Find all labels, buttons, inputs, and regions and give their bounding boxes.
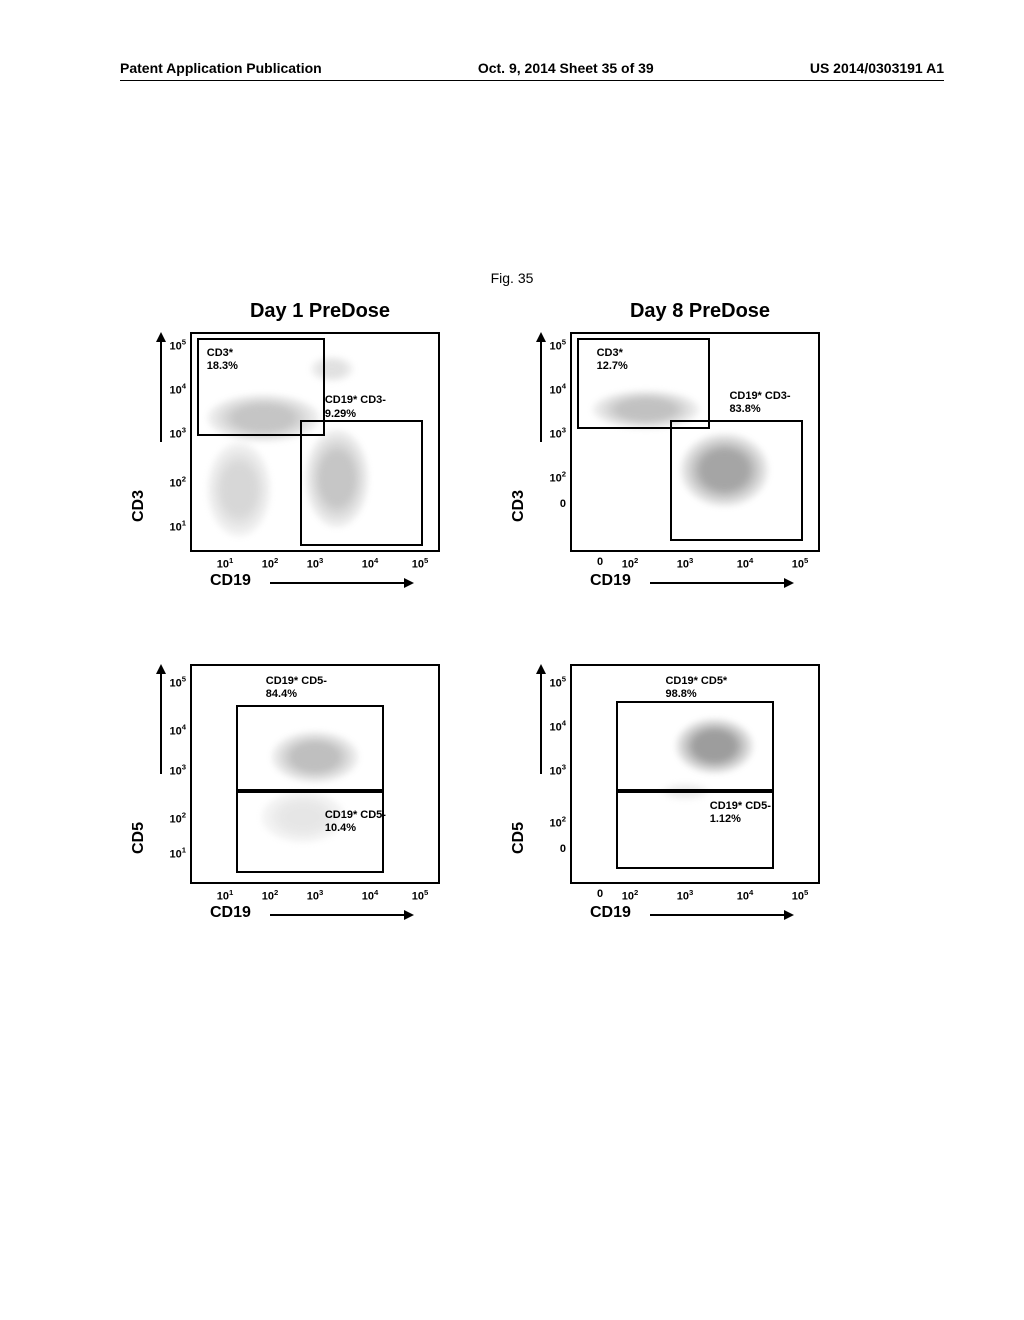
y-tick: 103 bbox=[169, 762, 186, 777]
gate-label: CD19* CD5-1.12% bbox=[710, 800, 771, 826]
header-right: US 2014/0303191 A1 bbox=[810, 60, 944, 76]
facs-plot: CD5105104103102101CD19* CD5-84.4%CD19* C… bbox=[150, 632, 490, 884]
y-tick: 105 bbox=[169, 674, 186, 689]
y-axis-label: CD5 bbox=[510, 822, 528, 854]
x-tick: 103 bbox=[307, 888, 324, 903]
header-center: Oct. 9, 2014 Sheet 35 of 39 bbox=[478, 60, 654, 76]
x-tick: 105 bbox=[792, 888, 809, 903]
y-tick: 101 bbox=[169, 518, 186, 533]
x-ticks: 0 102 103 104 105 bbox=[570, 556, 820, 570]
plot-area: CD3*12.7% CD19* CD3-83.8% bbox=[570, 332, 820, 552]
y-tick: 101 bbox=[169, 846, 186, 861]
plot-title: Day 1 PreDose bbox=[150, 300, 490, 326]
x-axis-arrow-icon bbox=[270, 582, 410, 584]
x-axis-arrow-icon bbox=[650, 582, 790, 584]
plot-title: Day 8 PreDose bbox=[530, 300, 870, 326]
y-tick: 104 bbox=[549, 382, 566, 397]
x-tick: 104 bbox=[362, 556, 379, 571]
gate-label: CD19* CD5-10.4% bbox=[325, 809, 386, 835]
y-tick: 104 bbox=[169, 382, 186, 397]
x-tick: 101 bbox=[217, 888, 234, 903]
x-tick: 103 bbox=[677, 556, 694, 571]
y-tick: 103 bbox=[549, 426, 566, 441]
x-axis-label: CD19 bbox=[210, 904, 251, 924]
facs-plot: Day 1 PreDoseCD3105104103102101CD3*18.3%… bbox=[150, 300, 490, 552]
y-tick: 104 bbox=[169, 723, 186, 738]
y-ticks: 105 104 103 102 0 bbox=[540, 332, 568, 552]
y-tick: 102 bbox=[169, 474, 186, 489]
plot-title bbox=[150, 632, 490, 658]
y-tick: 102 bbox=[549, 815, 566, 830]
x-tick: 101 bbox=[217, 556, 234, 571]
facs-plot: CD51051041031020CD19* CD5*98.8%CD19* CD5… bbox=[530, 632, 870, 884]
population-cloud bbox=[207, 442, 271, 537]
x-tick: 105 bbox=[412, 888, 429, 903]
x-axis-arrow-icon bbox=[650, 914, 790, 916]
figure-label: Fig. 35 bbox=[0, 270, 1024, 286]
y-ticks: 105 104 103 102 0 bbox=[540, 664, 568, 884]
gate-box bbox=[616, 701, 773, 792]
plots-grid: Day 1 PreDose CD3 105 104 103 102 101 CD3*18.3%… bbox=[150, 300, 870, 884]
x-tick: 0 bbox=[597, 888, 603, 900]
gate-box bbox=[300, 420, 423, 545]
gate-label: CD19* CD5*98.8% bbox=[665, 675, 727, 701]
y-tick: 105 bbox=[549, 674, 566, 689]
x-tick: 104 bbox=[362, 888, 379, 903]
plot-area: CD19* CD5*98.8% CD19* CD5-1.12% bbox=[570, 664, 820, 884]
x-axis-label: CD19 bbox=[590, 572, 631, 592]
x-tick: 103 bbox=[307, 556, 324, 571]
gate-label: CD3*12.7% bbox=[597, 347, 628, 373]
x-tick: 104 bbox=[737, 888, 754, 903]
x-tick: 104 bbox=[737, 556, 754, 571]
y-tick: 102 bbox=[549, 470, 566, 485]
gate-box bbox=[670, 420, 803, 541]
x-axis-label: CD19 bbox=[590, 904, 631, 924]
plot-area: CD3*18.3% CD19* CD3-9.29% bbox=[190, 332, 440, 552]
plot-title bbox=[530, 632, 870, 658]
y-ticks: 105 104 103 102 101 bbox=[160, 332, 188, 552]
gate-box bbox=[236, 705, 384, 791]
x-axis-arrow-icon bbox=[270, 914, 410, 916]
plot-area: CD19* CD5-84.4% CD19* CD5-10.4% bbox=[190, 664, 440, 884]
header-left: Patent Application Publication bbox=[120, 60, 322, 76]
y-tick: 104 bbox=[549, 718, 566, 733]
x-tick: 102 bbox=[622, 556, 639, 571]
y-axis-label: CD5 bbox=[130, 822, 148, 854]
x-ticks: 101 102 103 104 105 bbox=[190, 556, 440, 570]
x-tick: 102 bbox=[262, 888, 279, 903]
x-tick: 0 bbox=[597, 556, 603, 568]
y-tick: 105 bbox=[549, 338, 566, 353]
gate-label: CD19* CD3-83.8% bbox=[729, 390, 790, 416]
y-axis-label: CD3 bbox=[510, 490, 528, 522]
x-ticks: 0 102 103 104 105 bbox=[570, 888, 820, 902]
gate-label: CD3*18.3% bbox=[207, 347, 238, 373]
y-tick: 103 bbox=[549, 762, 566, 777]
x-axis-label: CD19 bbox=[210, 572, 251, 592]
y-tick: 105 bbox=[169, 338, 186, 353]
y-tick: 102 bbox=[169, 811, 186, 826]
y-tick: 0 bbox=[560, 498, 566, 510]
gate-label: CD19* CD3-9.29% bbox=[325, 394, 386, 420]
y-tick: 0 bbox=[560, 843, 566, 855]
y-ticks: 105 104 103 102 101 bbox=[160, 664, 188, 884]
x-tick: 103 bbox=[677, 888, 694, 903]
x-ticks: 101 102 103 104 105 bbox=[190, 888, 440, 902]
page-header: Patent Application Publication Oct. 9, 2… bbox=[120, 60, 944, 81]
y-tick: 103 bbox=[169, 426, 186, 441]
facs-plot: Day 8 PreDoseCD31051041031020CD3*12.7%CD… bbox=[530, 300, 870, 552]
y-axis-label: CD3 bbox=[130, 490, 148, 522]
x-tick: 102 bbox=[262, 556, 279, 571]
x-tick: 102 bbox=[622, 888, 639, 903]
gate-label: CD19* CD5-84.4% bbox=[266, 675, 327, 701]
x-tick: 105 bbox=[412, 556, 429, 571]
x-tick: 105 bbox=[792, 556, 809, 571]
